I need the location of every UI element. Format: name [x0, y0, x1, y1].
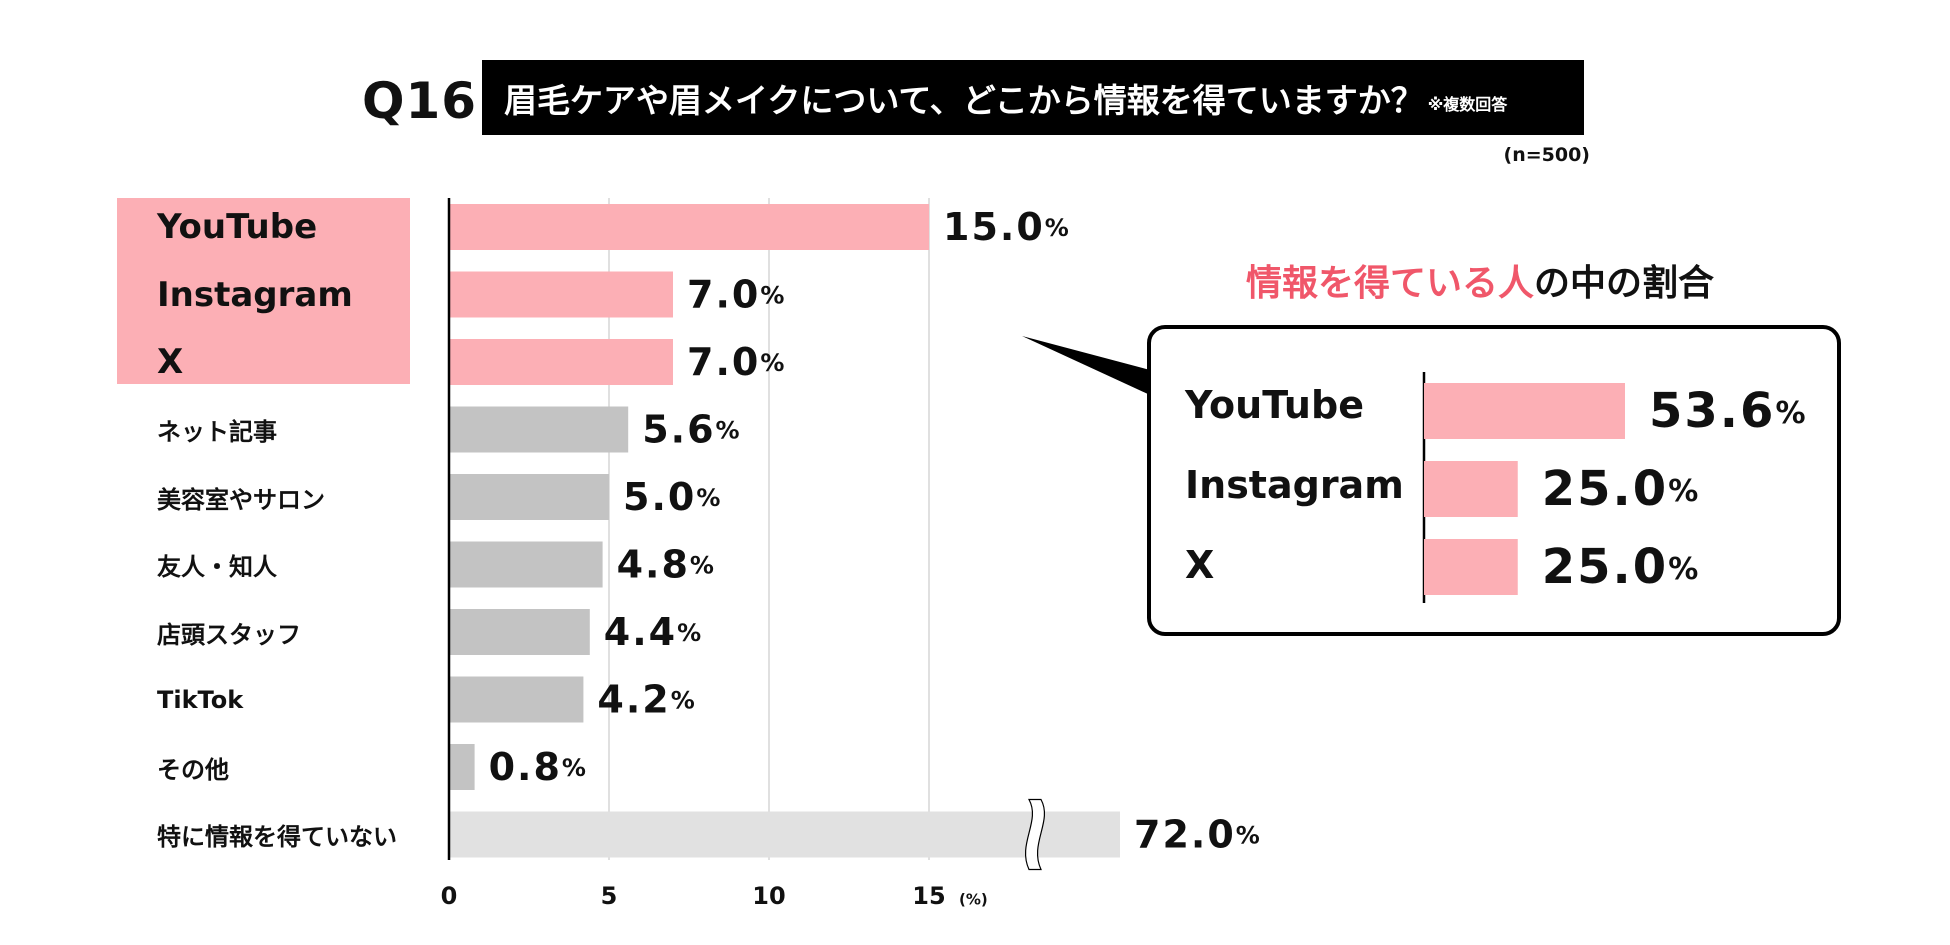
- data-label: 7.0%: [687, 272, 786, 316]
- inset-title-rest: の中の割合: [1534, 263, 1715, 304]
- category-label: 特に情報を得ていない: [157, 823, 397, 851]
- inset-category-label: Instagram: [1185, 463, 1404, 507]
- bar: [449, 811, 1120, 858]
- question-number: Q16: [362, 72, 478, 130]
- inset-data-label: 25.0%: [1542, 461, 1701, 517]
- bar: [449, 609, 590, 655]
- inset-category-label: YouTube: [1185, 383, 1364, 427]
- data-label: 0.8%: [489, 745, 588, 789]
- category-label: X: [157, 342, 184, 382]
- bar: [449, 744, 475, 790]
- x-tick-label: 10: [752, 882, 785, 910]
- callout-pointer-shape: [1022, 336, 1150, 395]
- bar: [449, 406, 629, 453]
- question-text: 眉毛ケアや眉メイクについて、どこから情報を得ていますか？: [504, 80, 1424, 120]
- category-label: 店頭スタッフ: [157, 620, 301, 649]
- x-unit-label: (%): [959, 891, 988, 909]
- category-label: Instagram: [157, 274, 353, 315]
- category-label: ネット記事: [157, 418, 277, 446]
- highlight-background: [117, 198, 410, 384]
- data-label: 72.0%: [1134, 812, 1262, 856]
- inset-bar: [1424, 539, 1518, 595]
- data-label: 4.4%: [604, 610, 703, 654]
- x-tick-label: 0: [441, 882, 458, 910]
- data-label: 4.8%: [617, 542, 716, 586]
- category-label: その他: [157, 755, 229, 784]
- category-label: YouTube: [157, 207, 318, 247]
- question-note: ※複数回答: [1427, 94, 1508, 114]
- category-label: 友人・知人: [157, 553, 277, 581]
- inset-title-highlight: 情報を得ている人: [1245, 263, 1534, 304]
- data-label: 15.0%: [943, 205, 1071, 249]
- bar: [449, 541, 603, 588]
- category-label: TikTok: [157, 685, 244, 714]
- data-label: 5.0%: [623, 475, 722, 519]
- inset-bar: [1424, 461, 1518, 517]
- bar: [449, 339, 673, 385]
- inset-bar: [1424, 383, 1625, 439]
- question-title-box: 眉毛ケアや眉メイクについて、どこから情報を得ていますか？ ※複数回答: [482, 60, 1584, 135]
- bar: [449, 676, 584, 723]
- x-tick-label: 5: [601, 882, 618, 910]
- bar: [449, 271, 673, 318]
- data-label: 5.6%: [642, 407, 741, 451]
- inset-data-label: 53.6%: [1649, 383, 1808, 439]
- category-label: 美容室やサロン: [157, 485, 325, 514]
- bar: [449, 204, 929, 250]
- bar: [449, 474, 609, 520]
- sample-size: (n=500): [1503, 144, 1590, 166]
- data-label: 7.0%: [687, 340, 786, 384]
- data-label: 4.2%: [597, 677, 696, 721]
- x-tick-label: 15: [912, 882, 945, 910]
- inset-title: 情報を得ている人の中の割合: [1190, 254, 1770, 306]
- axis-break-mark: [1024, 798, 1046, 871]
- inset-data-label: 25.0%: [1542, 539, 1701, 595]
- inset-category-label: X: [1185, 543, 1215, 587]
